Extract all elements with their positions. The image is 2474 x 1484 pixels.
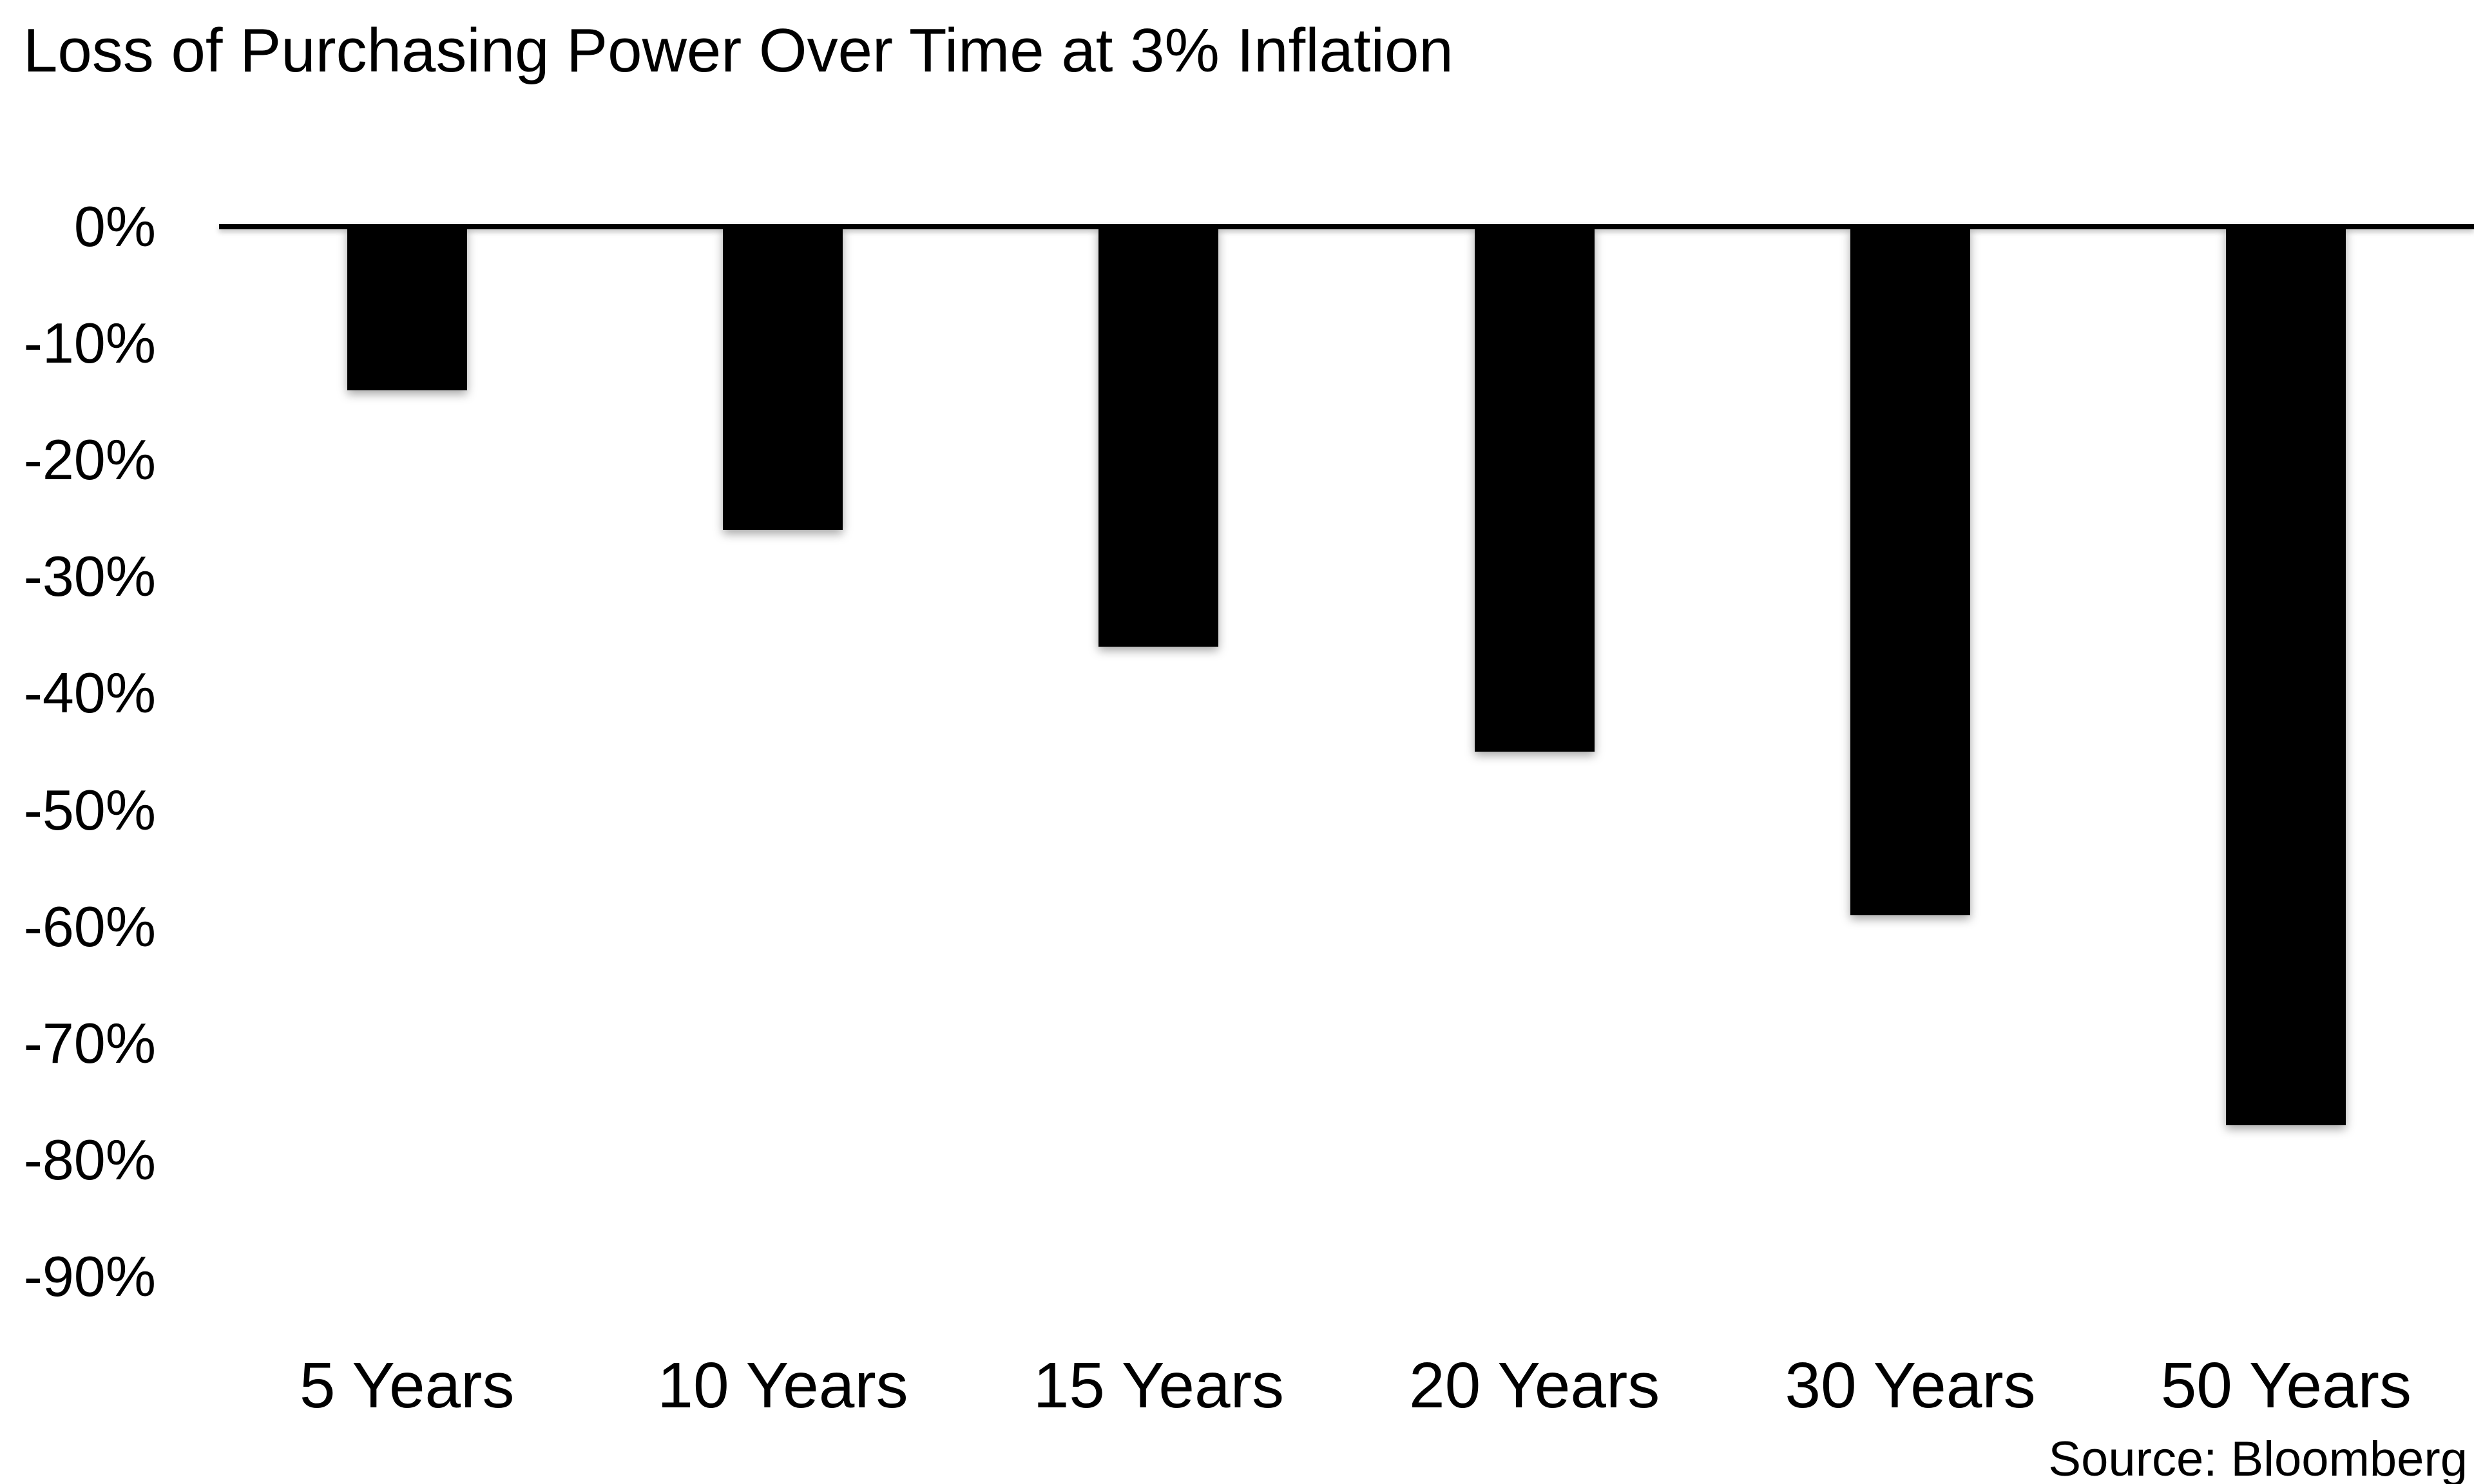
y-tick-label: -10% <box>23 311 156 376</box>
y-tick-label: -40% <box>23 661 156 725</box>
x-tick-label: 30 Years <box>1785 1349 2036 1422</box>
y-axis-tick-labels: 0% -10% -20% -30% -40% -50% -60% -70% -80% -90% <box>0 195 156 1308</box>
bar-50-years <box>2226 227 2346 1125</box>
x-tick-label: 20 Years <box>1409 1349 1660 1422</box>
x-axis-labels: 5 Years 10 Years 15 Years 20 Years 30 Years 5… <box>219 1344 2474 1427</box>
bar-20-years <box>1474 227 1595 752</box>
bar-30-years <box>1850 227 1970 915</box>
y-tick-label: -30% <box>23 544 156 609</box>
bar-slot <box>595 227 970 1277</box>
plot-area <box>219 227 2474 1277</box>
x-tick-label: 5 Years <box>299 1349 515 1422</box>
bar-slot <box>219 227 595 1277</box>
x-tick-label: 10 Years <box>657 1349 908 1422</box>
x-tick-label: 50 Years <box>2160 1349 2412 1422</box>
bar-5-years <box>347 227 467 390</box>
chart-title: Loss of Purchasing Power Over Time at 3%… <box>23 16 1453 85</box>
y-tick-label: -70% <box>23 1011 156 1075</box>
bar-slot <box>1722 227 2098 1277</box>
y-tick-label: -80% <box>23 1127 156 1192</box>
y-tick-label: 0% <box>73 195 156 258</box>
y-tick-label: -90% <box>23 1244 156 1308</box>
bar-slot <box>2098 227 2474 1277</box>
bar-15-years <box>1098 227 1219 647</box>
x-axis-line <box>219 224 2474 229</box>
bar-slot <box>1347 227 1722 1277</box>
x-tick-label: 15 Years <box>1033 1349 1284 1422</box>
bar-slot <box>971 227 1347 1277</box>
y-tick-label: -20% <box>23 428 156 492</box>
y-tick-label: -50% <box>23 777 156 842</box>
bar-10-years <box>722 227 843 530</box>
source-note: Source: Bloomberg <box>2048 1432 2468 1484</box>
bars-container <box>219 227 2474 1277</box>
y-tick-label: -60% <box>23 894 156 958</box>
